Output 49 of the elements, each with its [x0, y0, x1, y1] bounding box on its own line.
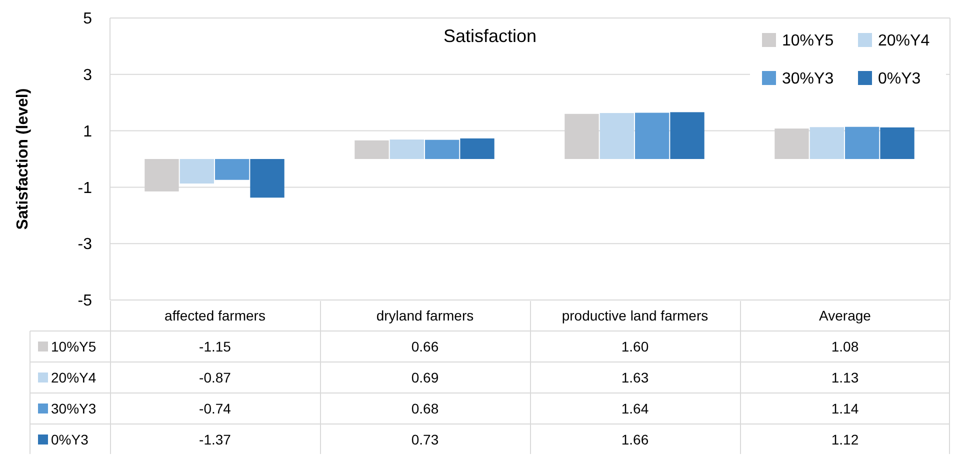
- bar: [810, 127, 844, 159]
- y-axis-title: Satisfaction (level): [14, 88, 32, 230]
- y-tick-label: -5: [78, 292, 92, 310]
- data-label: 1.63: [621, 369, 649, 386]
- text: 20%Y4: [51, 369, 96, 386]
- legend-label: 30%Y3: [782, 70, 834, 88]
- bar: [250, 159, 284, 198]
- text: 30%Y3: [51, 400, 96, 416]
- bar: [390, 140, 424, 159]
- bar: [215, 159, 250, 180]
- x-tick-label: productive land farmers: [562, 307, 708, 324]
- bar: [425, 140, 460, 159]
- y-tick-label: 3: [83, 67, 92, 84]
- y-tick-label: 1: [83, 123, 92, 140]
- text: Satisfaction: [443, 26, 537, 46]
- bar: [845, 126, 880, 159]
- bar: [600, 113, 634, 159]
- data-label: -1.15: [199, 338, 232, 354]
- y-tick-label: -3: [78, 236, 92, 254]
- bar: [180, 159, 214, 184]
- data-label: 1.12: [831, 431, 859, 448]
- data-label: 0.73: [411, 431, 439, 448]
- data-label: 0.69: [411, 369, 439, 386]
- legend-label: 10%Y5: [782, 32, 834, 50]
- data-label: 1.13: [831, 369, 859, 386]
- bar: [460, 138, 494, 159]
- bar: [354, 140, 389, 159]
- data-label: 1.60: [621, 338, 649, 354]
- x-tick-label: affected farmers: [164, 307, 266, 324]
- data-label: -0.87: [199, 369, 232, 386]
- bar: [880, 127, 914, 159]
- data-label: 1.66: [621, 431, 649, 448]
- bar: [635, 112, 670, 159]
- y-tick-label: 5: [83, 10, 92, 28]
- data-label: 1.14: [831, 400, 859, 416]
- data-label: 1.64: [621, 400, 649, 416]
- data-label: 1.08: [831, 338, 859, 354]
- data-label: -1.37: [199, 431, 232, 448]
- data-label: 0.68: [411, 400, 439, 416]
- y-tick-label: -1: [78, 180, 92, 197]
- bar: [670, 112, 704, 159]
- data-label: -0.74: [199, 400, 232, 416]
- x-tick-label: Average: [819, 307, 872, 324]
- data-label: 0.66: [411, 338, 439, 354]
- text: 0%Y3: [51, 431, 88, 448]
- legend-label: 20%Y4: [878, 32, 930, 50]
- legend-label: 0%Y3: [878, 70, 921, 88]
- text: 10%Y5: [51, 338, 96, 354]
- x-tick-label: dryland farmers: [376, 307, 474, 324]
